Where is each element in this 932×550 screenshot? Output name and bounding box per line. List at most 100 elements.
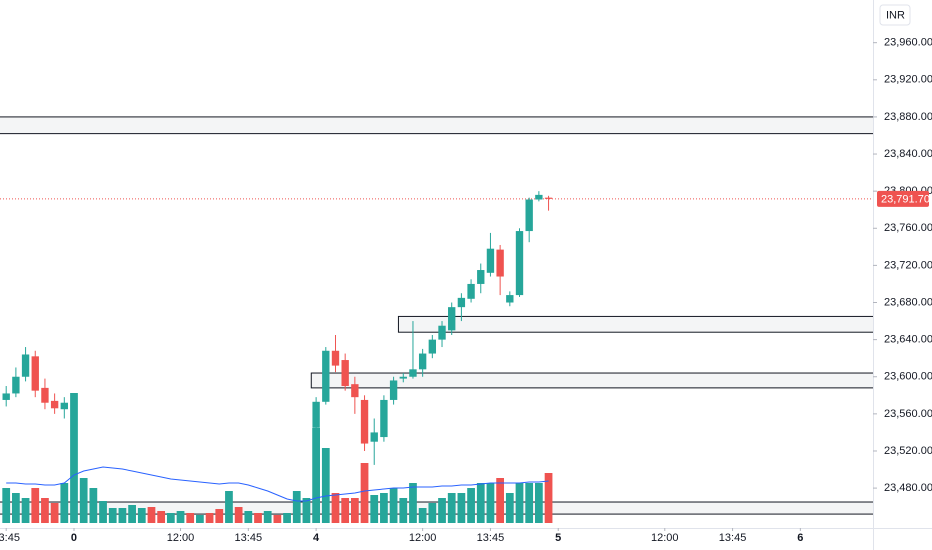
volume-bar: [350, 498, 359, 523]
candle-body: [370, 432, 378, 442]
volume-bar: [196, 515, 204, 523]
candle-body: [380, 399, 388, 438]
candle-body: [2, 393, 10, 400]
volume-bar: [186, 513, 195, 523]
candle-body: [515, 231, 524, 296]
volume-bar: [496, 478, 505, 523]
volume-bar: [380, 493, 388, 523]
candle-body: [506, 295, 514, 303]
candle-body: [477, 270, 485, 284]
candle-body: [525, 199, 533, 232]
y-tick-label: 23,640.00: [884, 334, 932, 346]
y-tick-label: 23,600.00: [884, 371, 932, 383]
volume-bar: [331, 493, 340, 523]
y-tick-label: 23,520.00: [884, 445, 932, 457]
volume-bar: [128, 505, 136, 523]
candle-body: [544, 197, 553, 199]
candle-body: [41, 387, 49, 403]
candle-body: [389, 380, 398, 400]
volume-bar: [534, 483, 543, 523]
volume-bar: [302, 498, 311, 523]
volume-bar: [99, 501, 107, 523]
volume-bar: [215, 509, 224, 523]
x-tick-label: 4: [313, 532, 320, 544]
volume-bar: [292, 491, 301, 523]
volume-bar: [263, 511, 272, 523]
volume-bar: [438, 498, 446, 523]
axes: 23,480.00 23,520.00 23,560.00 23,600.00 23,6…: [0, 37, 932, 544]
volume-bar: [31, 488, 40, 523]
volume-bar: [399, 498, 408, 523]
volume-bar: [244, 511, 253, 523]
candle-body: [351, 384, 359, 398]
x-tick-label: 13:45: [719, 532, 747, 544]
candle-body: [341, 360, 349, 387]
candle-body: [360, 399, 369, 444]
candle-body: [331, 350, 340, 366]
volume-bar: [467, 488, 475, 523]
volume-bar: [166, 513, 175, 523]
volume-bar: [457, 493, 466, 523]
currency-box[interactable]: [879, 4, 911, 26]
volume-bar: [341, 498, 350, 523]
volume-bar: [409, 483, 417, 523]
volume-bar: [505, 493, 514, 523]
y-tick-label: 23,720.00: [884, 259, 932, 271]
candle-body: [21, 354, 30, 377]
volume-bar: [321, 448, 330, 523]
x-tick-label: 12:00: [167, 532, 195, 544]
volume-bar: [2, 488, 11, 523]
y-tick-label: 23,840.00: [884, 148, 932, 160]
volume-bar: [176, 511, 185, 523]
volume-bar: [157, 511, 166, 523]
y-tick-label: 23,760.00: [884, 222, 932, 234]
volume-bar: [525, 483, 534, 523]
candle-body: [448, 307, 456, 331]
candle-body: [399, 376, 407, 379]
volume-bar: [21, 498, 30, 523]
candle-body: [312, 401, 320, 428]
candle-body: [467, 283, 475, 299]
y-tick-label: 23,680.00: [884, 296, 932, 308]
candle-body: [409, 369, 417, 377]
volume-bar: [428, 503, 437, 523]
volume-bar: [370, 495, 379, 523]
currency[interactable]: INR: [886, 9, 905, 21]
zone: [310, 372, 873, 389]
volume-bar: [137, 508, 146, 523]
volume-bar: [447, 493, 456, 523]
candle-body: [50, 400, 59, 409]
x-tick-label: 12:00: [409, 532, 437, 544]
candle-body: [60, 402, 68, 410]
y-tick-label: 23,560.00: [884, 408, 932, 420]
candle-body: [535, 194, 543, 200]
volume-bar: [205, 513, 214, 523]
volume-bar: [273, 515, 282, 523]
volume-bar: [283, 513, 291, 523]
y-tick-label: 23,960.00: [884, 37, 932, 49]
volume-bar: [254, 513, 262, 523]
x-tick-label: 13:45: [477, 532, 505, 544]
x-tick-label: 5: [555, 532, 561, 544]
last-price-label: 23,791.70: [881, 193, 930, 205]
y-tick-label: 23,880.00: [884, 111, 932, 123]
volume-bar: [89, 488, 98, 523]
volume-bar: [225, 491, 233, 523]
x-tick-label: 0: [71, 532, 77, 544]
volume-bar: [389, 488, 398, 523]
volume-bar: [360, 463, 369, 523]
x-tick-label: 6: [797, 532, 803, 544]
candle-body: [418, 353, 427, 370]
candle-body: [12, 376, 20, 394]
candle-body: [31, 356, 39, 391]
volume-bar: [544, 473, 553, 523]
volume-bar: [41, 498, 49, 523]
volume-bar: [476, 483, 485, 523]
volume-bar: [418, 508, 427, 523]
zone: [0, 116, 873, 135]
volume-ma-line: [6, 466, 549, 502]
volume-bar: [70, 393, 78, 523]
x-tick-label: 12:00: [651, 532, 679, 544]
